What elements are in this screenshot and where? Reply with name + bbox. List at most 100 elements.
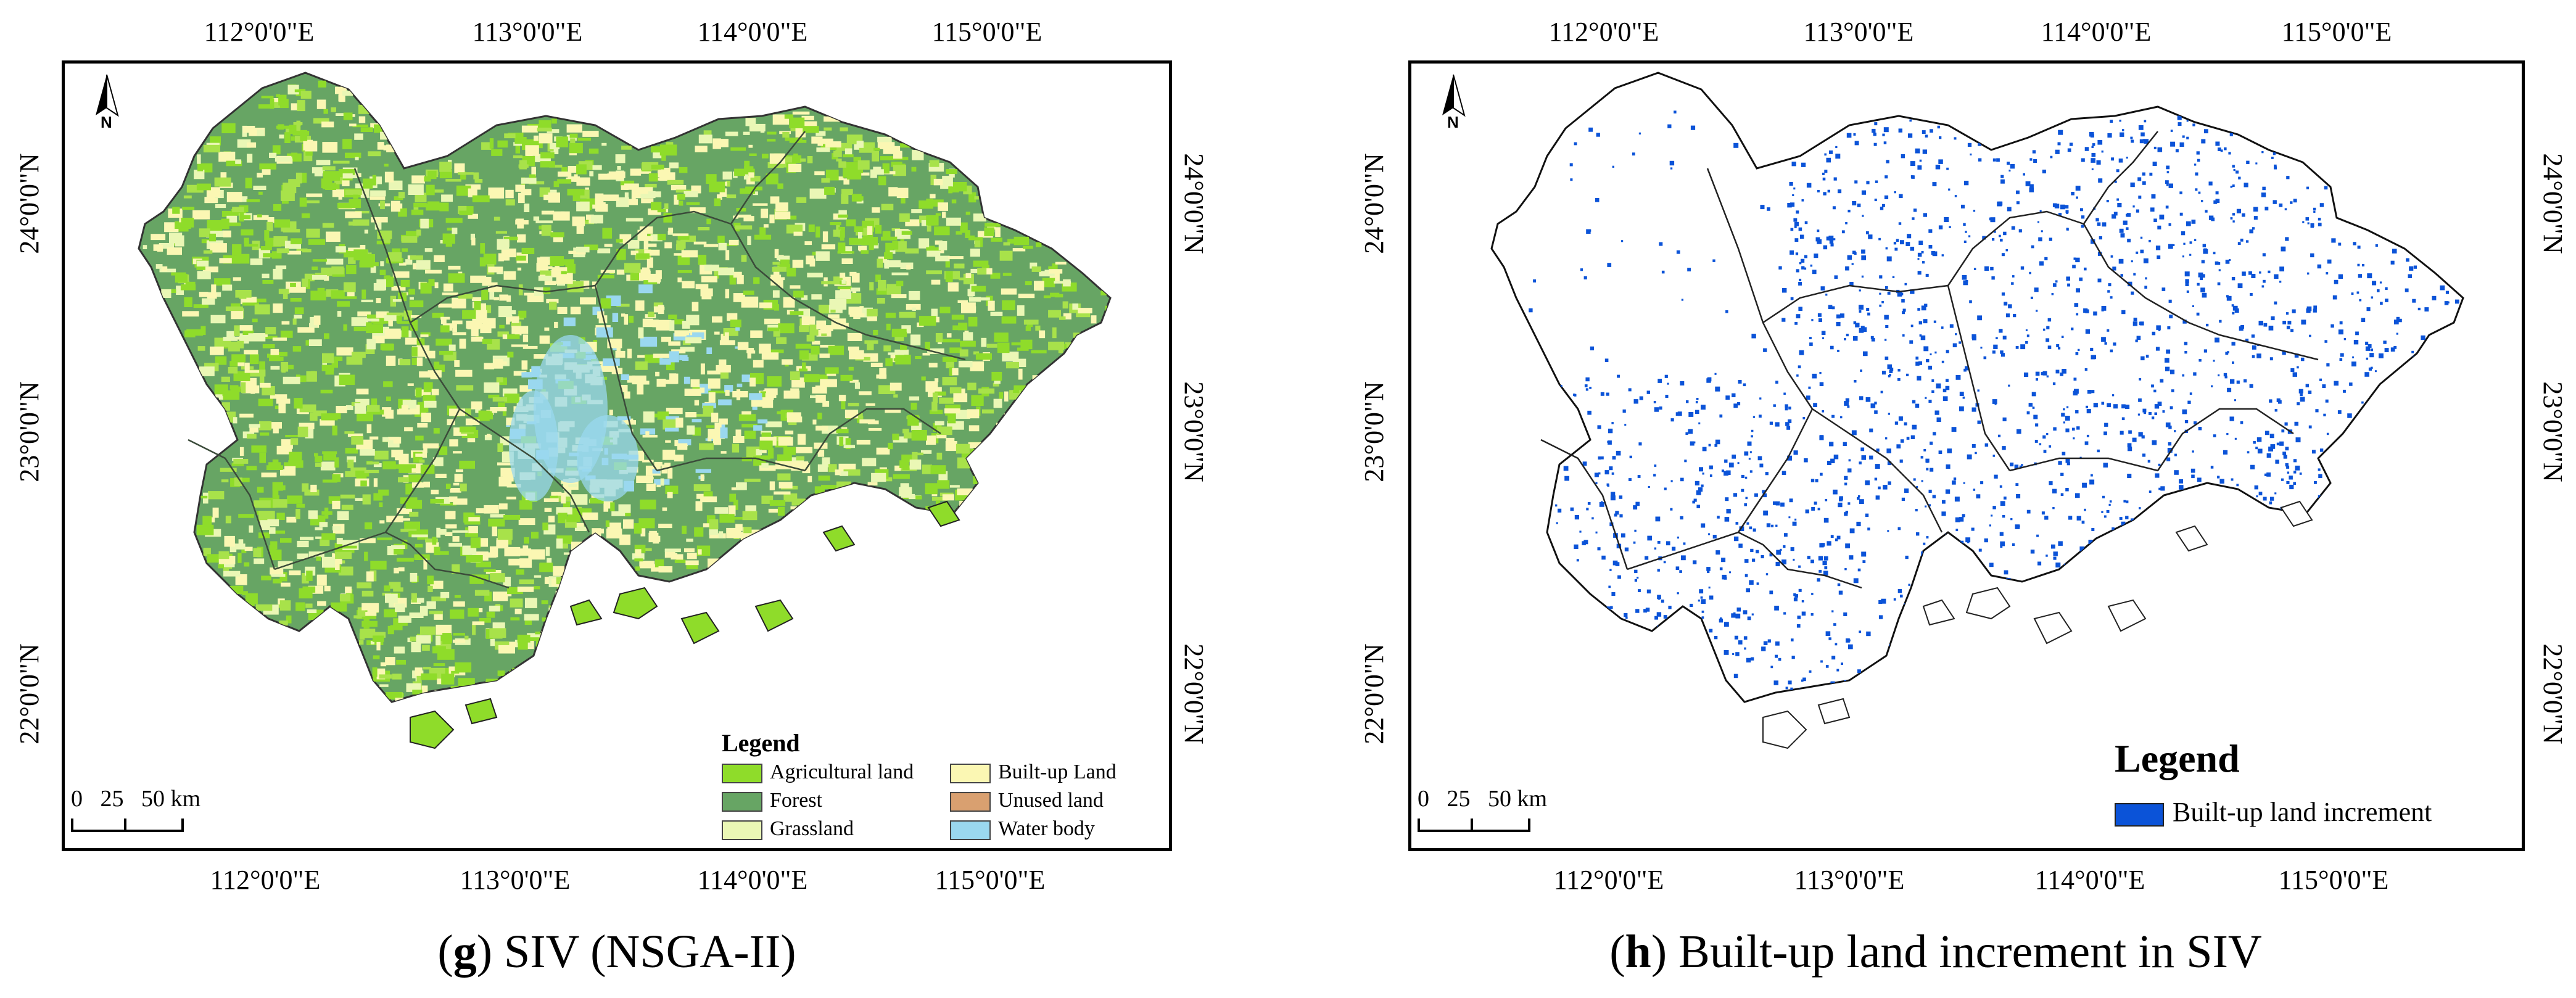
built-up-increment-cell xyxy=(2340,353,2344,357)
land-use-patch xyxy=(649,530,657,540)
built-up-increment-cell xyxy=(1937,125,1940,129)
built-up-increment-cell xyxy=(1928,489,1932,493)
built-up-increment-cell xyxy=(2444,301,2449,305)
land-use-patch xyxy=(296,120,301,131)
land-use-patch xyxy=(267,217,275,223)
built-up-increment-dots xyxy=(1529,110,2459,691)
land-use-patch xyxy=(524,537,529,544)
built-up-increment-cell xyxy=(2168,326,2170,329)
top-lon-tick-112: 112°0'0"E xyxy=(204,17,315,47)
land-use-patch xyxy=(899,487,912,497)
north-label: N xyxy=(101,113,112,131)
land-use-patch xyxy=(812,340,820,345)
land-use-patch xyxy=(440,592,450,598)
land-use-patch xyxy=(233,417,237,424)
land-use-patch xyxy=(280,469,286,476)
built-up-increment-cell xyxy=(1721,558,1726,563)
land-use-patch xyxy=(506,484,521,488)
built-up-increment-cell xyxy=(1926,536,1929,538)
built-up-increment-cell xyxy=(1820,286,1825,291)
land-use-patch xyxy=(426,601,436,609)
land-use-patch xyxy=(498,402,505,411)
land-use-patch xyxy=(548,516,555,522)
land-use-patch xyxy=(556,507,572,515)
land-use-patch xyxy=(861,237,878,245)
land-use-patch xyxy=(902,465,910,470)
built-up-increment-cell xyxy=(1999,532,2004,536)
land-use-patch xyxy=(401,405,409,414)
land-use-patch xyxy=(426,184,435,196)
land-use-patch xyxy=(515,144,520,154)
land-use-patch xyxy=(290,438,299,445)
built-up-increment-cell xyxy=(1773,404,1776,407)
built-up-increment-cell xyxy=(1793,558,1795,561)
built-up-increment-cell xyxy=(1926,460,1929,463)
land-use-patch xyxy=(249,354,259,365)
land-use-patch xyxy=(276,513,285,520)
land-use-patch xyxy=(558,259,574,266)
built-up-increment-cell xyxy=(1720,617,1722,620)
land-use-patch xyxy=(233,277,241,281)
land-use-patch xyxy=(835,469,841,476)
land-use-patch xyxy=(606,528,622,538)
built-up-increment-cell xyxy=(1933,320,1936,323)
legend-item-grassland: Grassland xyxy=(722,817,854,842)
built-up-increment-cell xyxy=(1910,161,1915,167)
land-use-patch xyxy=(706,425,714,428)
built-up-increment-cell xyxy=(1917,271,1922,275)
land-use-patch xyxy=(351,436,364,445)
built-up-increment-cell xyxy=(1817,313,1822,317)
built-up-increment-cell xyxy=(1970,153,1972,155)
land-use-patch xyxy=(303,139,313,151)
built-up-increment-cell xyxy=(1775,641,1780,646)
county-border-line xyxy=(804,408,941,471)
built-up-increment-cell xyxy=(2276,442,2280,445)
built-up-increment-cell xyxy=(2285,447,2289,451)
built-up-increment-cell xyxy=(2117,203,2122,208)
built-up-increment-cell xyxy=(2046,326,2050,329)
land-use-patch xyxy=(775,211,791,220)
built-up-increment-cell xyxy=(2114,180,2117,183)
land-use-patch xyxy=(531,167,536,176)
land-use-patch xyxy=(439,162,452,172)
land-use-patch xyxy=(234,325,240,337)
built-up-increment-cell xyxy=(1835,146,1838,149)
land-use-patch xyxy=(616,303,630,307)
land-use-patch xyxy=(489,289,495,300)
land-use-patch xyxy=(392,248,401,254)
county-border-line xyxy=(1947,285,2011,471)
land-use-patch xyxy=(932,497,948,501)
built-up-increment-cell xyxy=(1872,128,1876,133)
top-lon-tick-115: 115°0'0"E xyxy=(2281,17,2392,47)
built-up-increment-cell xyxy=(1839,416,1843,419)
built-up-increment-cell xyxy=(1771,524,1774,527)
county-borders xyxy=(188,131,966,589)
built-up-increment-cell xyxy=(1858,495,1860,498)
island-shape xyxy=(2107,599,2147,632)
land-use-patch xyxy=(537,127,552,132)
land-use-patch xyxy=(535,220,553,223)
land-use-patch xyxy=(623,519,634,529)
land-use-patch xyxy=(306,193,323,197)
built-up-increment-cell xyxy=(1959,392,1964,396)
land-use-patch xyxy=(840,471,849,476)
land-use-patch xyxy=(262,386,275,395)
built-up-increment-cell xyxy=(1611,422,1614,424)
bottom-lon-tick-112: 112°0'0"E xyxy=(210,865,321,895)
built-up-increment-cell xyxy=(2089,131,2094,137)
built-up-increment-cell xyxy=(1775,654,1778,658)
land-use-patch xyxy=(369,196,386,200)
built-up-increment-cell xyxy=(1899,292,1902,295)
island-shape xyxy=(2280,500,2313,527)
legend-label: Agricultural land xyxy=(770,761,914,783)
land-use-patch xyxy=(890,250,896,254)
land-use-patch xyxy=(459,460,475,469)
land-use-patch xyxy=(872,243,879,249)
land-use-patch xyxy=(871,472,886,482)
land-use-patch xyxy=(936,452,943,460)
built-up-increment-cell xyxy=(1823,192,1827,196)
land-use-patch xyxy=(269,357,284,361)
land-use-patch xyxy=(780,259,790,269)
built-up-increment-cell xyxy=(2109,500,2112,503)
land-use-patch xyxy=(638,284,653,294)
